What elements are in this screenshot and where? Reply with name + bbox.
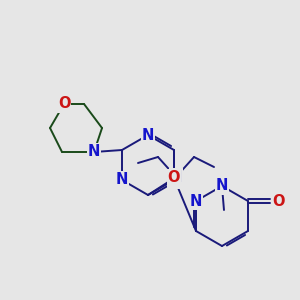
Text: N: N [116, 172, 128, 188]
Text: N: N [116, 172, 128, 188]
Text: N: N [88, 145, 100, 160]
Text: N: N [168, 172, 180, 188]
Text: N: N [170, 169, 182, 184]
Text: N: N [170, 169, 182, 184]
Text: N: N [142, 128, 154, 142]
Text: N: N [190, 194, 202, 208]
Text: O: O [58, 97, 70, 112]
Text: O: O [168, 170, 180, 185]
Text: N: N [216, 178, 228, 194]
Text: N: N [168, 172, 180, 188]
Text: O: O [273, 194, 285, 208]
Text: N: N [190, 194, 202, 208]
Text: O: O [58, 97, 70, 112]
Text: O: O [273, 194, 285, 208]
Text: O: O [168, 170, 180, 185]
Text: N: N [88, 145, 100, 160]
Text: N: N [142, 128, 154, 142]
Text: N: N [216, 178, 228, 194]
